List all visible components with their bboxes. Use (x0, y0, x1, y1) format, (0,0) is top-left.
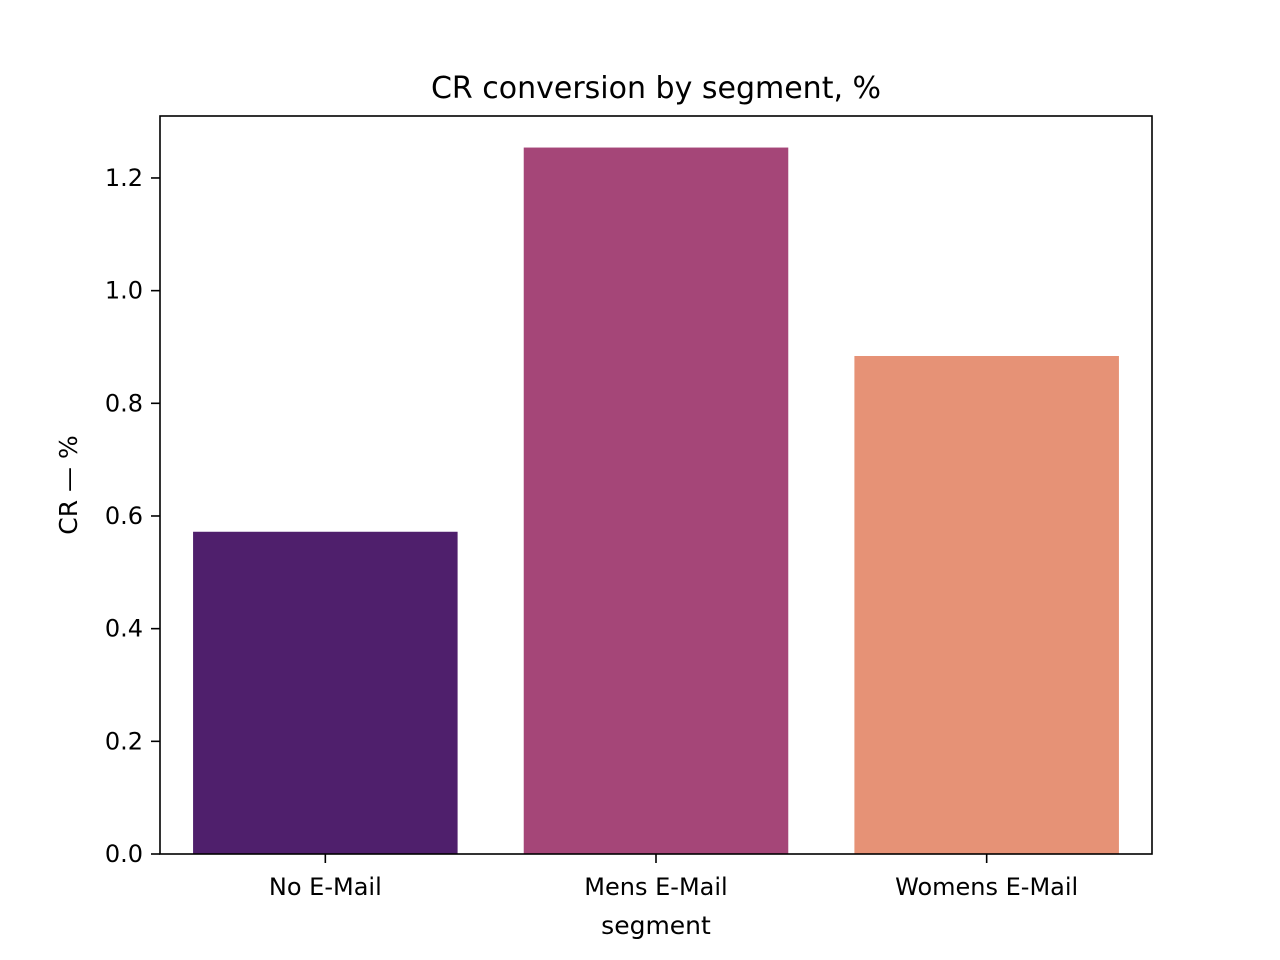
x-axis-label: segment (601, 911, 711, 940)
y-tick-label: 0.4 (105, 615, 143, 643)
y-axis-ticks: 0.0 0.2 0.4 0.6 0.8 1.0 1.2 (105, 164, 160, 868)
x-tick-label: No E-Mail (269, 873, 382, 901)
bar-womens-e-mail (854, 355, 1119, 854)
chart-title: CR conversion by segment, % (431, 71, 881, 106)
bar-mens-e-mail (523, 147, 789, 854)
bars-group (193, 147, 1119, 854)
x-tick-label: Mens E-Mail (584, 873, 727, 901)
y-tick-label: 1.0 (105, 277, 143, 305)
y-axis-label: CR — % (54, 435, 83, 534)
y-tick-label: 0.8 (105, 389, 143, 417)
y-tick-label: 1.2 (105, 164, 143, 192)
x-tick-label: Womens E-Mail (895, 873, 1078, 901)
y-tick-label: 0.0 (105, 840, 143, 868)
y-tick-label: 0.2 (105, 727, 143, 755)
bar-no-e-mail (193, 531, 458, 854)
y-tick-label: 0.6 (105, 502, 143, 530)
x-axis-ticks: No E-Mail Mens E-Mail Womens E-Mail (269, 854, 1078, 901)
